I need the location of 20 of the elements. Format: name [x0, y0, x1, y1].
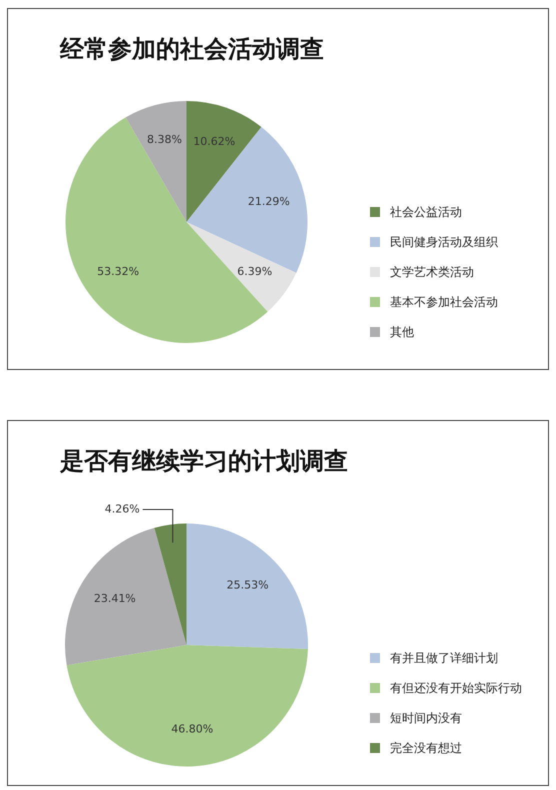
chart-title: 是否有继续学习的计划调查: [60, 446, 348, 477]
data-label: 4.26%: [104, 502, 140, 516]
data-label: 46.80%: [171, 722, 214, 736]
legend-label: 有但还没有开始实际行动: [390, 680, 522, 696]
data-label: 6.39%: [237, 265, 272, 278]
legend-label: 有并且做了详细计划: [390, 650, 498, 666]
chart-title: 经常参加的社会活动调查: [60, 34, 324, 65]
legend-label: 文学艺术类活动: [390, 264, 474, 280]
data-label: 21.29%: [248, 195, 290, 208]
data-label: 10.62%: [193, 134, 236, 148]
legend-label: 基本不参加社会活动: [390, 294, 498, 310]
legend-label: 短时间内没有: [390, 710, 462, 726]
data-label: 8.38%: [146, 133, 182, 146]
legend-label: 社会公益活动: [390, 204, 462, 220]
data-label: 53.32%: [97, 264, 140, 278]
legend-label: 民间健身活动及组织: [390, 234, 498, 250]
data-label: 25.53%: [226, 578, 269, 592]
legend-label: 完全没有想过: [390, 740, 462, 756]
legend-label: 其他: [390, 324, 414, 340]
data-label: 23.41%: [94, 592, 136, 606]
